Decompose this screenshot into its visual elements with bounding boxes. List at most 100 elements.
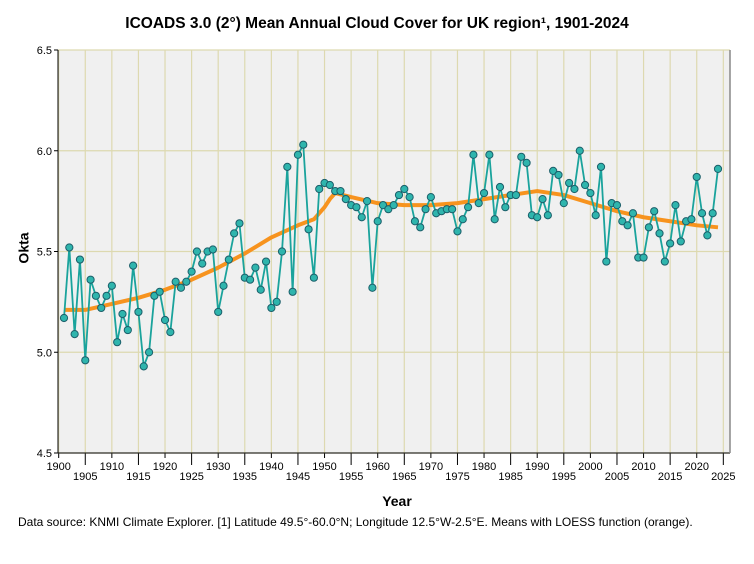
- data-point: [113, 338, 122, 347]
- data-point: [692, 172, 701, 182]
- data-point: [650, 207, 659, 216]
- data-point: [235, 219, 244, 228]
- y-tick-label: 5.0: [37, 347, 52, 359]
- data-point: [81, 356, 90, 365]
- data-point: [150, 291, 159, 300]
- data-point: [304, 225, 313, 234]
- data-point: [144, 348, 154, 357]
- data-point: [176, 283, 186, 292]
- data-point: [687, 215, 696, 224]
- data-point: [118, 309, 127, 319]
- data-point: [479, 188, 489, 198]
- data-point: [495, 182, 505, 192]
- data-point: [660, 257, 669, 266]
- x-tick-label: 1930: [206, 461, 230, 473]
- data-point: [410, 217, 420, 226]
- data-point: [224, 255, 233, 264]
- data-point: [160, 315, 170, 325]
- data-point: [565, 178, 574, 188]
- data-point: [373, 217, 382, 226]
- y-tick-label: 6.5: [37, 45, 52, 57]
- data-point: [384, 205, 393, 214]
- data-point: [469, 150, 478, 159]
- x-tick-label: 1980: [472, 461, 496, 473]
- data-point: [129, 261, 138, 270]
- x-tick-label: 2010: [631, 461, 655, 473]
- x-tick-label: 1925: [179, 471, 203, 483]
- data-point: [533, 213, 542, 222]
- y-tick-label: 4.5: [37, 448, 52, 460]
- data-point: [261, 257, 271, 266]
- data-point: [357, 213, 366, 222]
- data-point: [198, 259, 207, 268]
- data-point: [416, 223, 425, 232]
- data-point: [214, 307, 223, 317]
- data-point: [283, 162, 292, 171]
- data-point: [251, 263, 260, 272]
- data-point: [65, 243, 74, 252]
- data-point: [575, 146, 584, 155]
- x-tick-label: 1990: [525, 461, 549, 473]
- data-point: [463, 203, 473, 212]
- data-point: [485, 150, 494, 159]
- data-point: [448, 205, 457, 214]
- data-point: [102, 291, 111, 300]
- x-tick-label: 1915: [126, 471, 150, 483]
- data-point: [612, 201, 622, 210]
- x-tick-label: 1935: [233, 471, 257, 483]
- data-point: [256, 285, 265, 294]
- data-point: [309, 273, 319, 282]
- data-point: [123, 325, 132, 335]
- data-point: [666, 239, 675, 248]
- data-point: [230, 229, 239, 238]
- data-point: [86, 275, 95, 284]
- data-point: [708, 209, 717, 218]
- footnote: Data source: KNMI Climate Explorer. [1] …: [18, 515, 693, 529]
- data-point: [187, 267, 196, 276]
- data-point: [299, 140, 308, 149]
- data-point: [315, 184, 324, 194]
- data-point: [554, 170, 563, 180]
- y-tick-label: 6.0: [37, 146, 52, 158]
- x-tick-label: 1965: [392, 471, 416, 483]
- x-axis-label: Year: [382, 493, 412, 509]
- x-tick-label: 1945: [286, 471, 310, 483]
- data-point: [591, 211, 600, 220]
- data-point: [655, 229, 664, 238]
- data-point: [559, 199, 568, 208]
- data-point: [70, 330, 79, 339]
- x-tick-label: 2025: [711, 471, 735, 483]
- data-point: [501, 203, 510, 212]
- x-tick-label: 1950: [312, 461, 336, 473]
- data-point: [586, 188, 595, 198]
- data-point: [602, 257, 611, 266]
- data-point: [517, 152, 526, 161]
- data-point: [522, 158, 531, 167]
- x-tick-label: 1920: [153, 461, 177, 473]
- data-point: [378, 201, 388, 210]
- data-point: [267, 303, 276, 313]
- data-point: [192, 247, 202, 256]
- x-tick-label: 1940: [259, 461, 283, 473]
- x-tick-label: 2000: [578, 461, 602, 473]
- data-point: [628, 209, 638, 218]
- y-tick-label: 5.5: [37, 247, 52, 259]
- data-point: [139, 362, 148, 371]
- x-tick-label: 1975: [445, 471, 469, 483]
- data-point: [549, 166, 558, 175]
- x-tick-label: 1900: [46, 461, 70, 473]
- data-point: [421, 205, 430, 214]
- x-tick-label: 1910: [100, 461, 124, 473]
- data-point: [368, 283, 377, 292]
- data-point: [676, 237, 685, 246]
- data-point: [362, 197, 372, 206]
- x-tick-label: 2020: [684, 461, 708, 473]
- data-point: [405, 192, 414, 202]
- data-point: [697, 209, 707, 218]
- chart-title: ICOADS 3.0 (2°) Mean Annual Cloud Cover …: [125, 15, 629, 32]
- data-point: [400, 184, 409, 194]
- x-tick-label: 2005: [605, 471, 629, 483]
- data-point: [245, 275, 255, 284]
